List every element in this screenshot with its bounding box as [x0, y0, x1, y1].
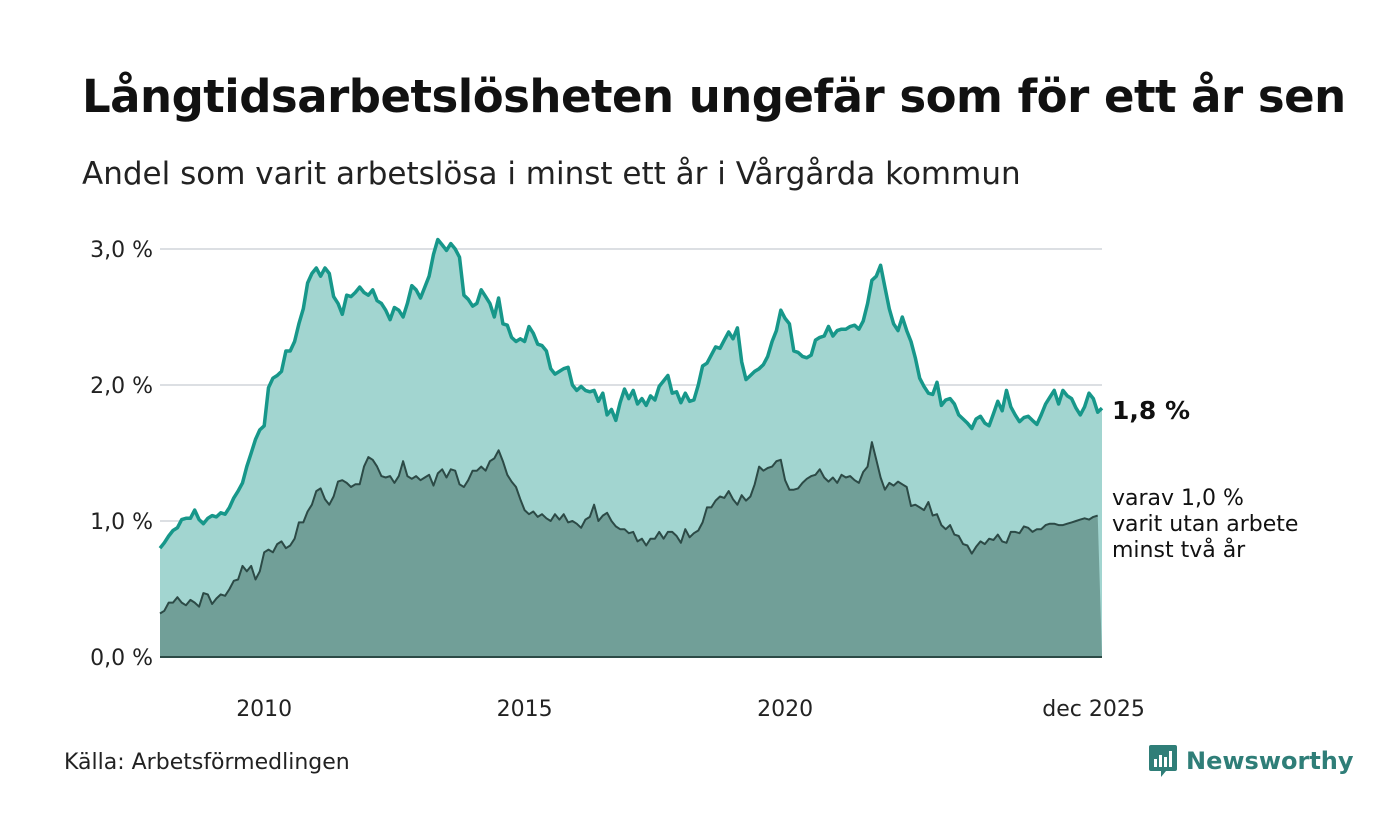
brand-name: Newsworthy — [1186, 747, 1354, 775]
newsworthy-logo-icon — [1148, 744, 1178, 778]
y-tick-label: 0,0 % — [90, 646, 153, 671]
x-tick-label: 2015 — [497, 697, 553, 722]
end-label-lower-line-3: minst två år — [1112, 537, 1246, 563]
y-tick-label: 1,0 % — [90, 510, 153, 535]
x-tick-label: dec 2025 — [1042, 697, 1145, 722]
end-label-lower-line-2: varit utan arbete — [1112, 512, 1298, 537]
brand-logo: Newsworthy — [1148, 744, 1354, 778]
y-tick-label: 3,0 % — [90, 238, 153, 263]
y-tick-label: 2,0 % — [90, 374, 153, 399]
end-label-upper: 1,8 % — [1112, 396, 1190, 425]
end-label-lower-line-1: varav 1,0 % — [1112, 486, 1244, 511]
x-tick-label: 2010 — [236, 697, 292, 722]
source-note: Källa: Arbetsförmedlingen — [64, 750, 350, 775]
x-tick-label: 2020 — [757, 697, 813, 722]
area-chart: 0,0 % 1,0 % 2,0 % 3,0 % 2010 2015 2020 dec 202… — [0, 0, 1400, 840]
